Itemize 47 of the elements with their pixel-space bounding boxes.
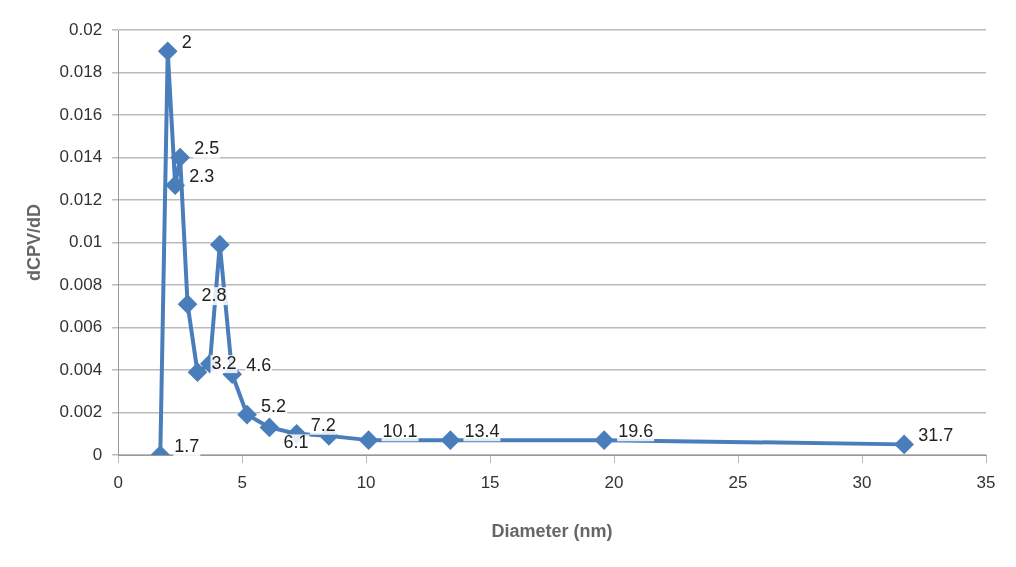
point	[260, 418, 279, 437]
annotation: 1.7	[174, 435, 200, 456]
x-axis-title: Diameter (nm)	[491, 521, 613, 542]
point	[359, 431, 378, 450]
annotation: 10.1	[382, 421, 418, 442]
point	[158, 42, 177, 61]
y-axis-title: dCPV/dD	[23, 203, 44, 282]
point	[238, 405, 257, 424]
y-tick-label: 0.006	[59, 317, 103, 337]
x-tick-label: 30	[852, 472, 872, 492]
x-tick-label: 0	[113, 472, 123, 492]
y-tick-label: 0.01	[69, 232, 103, 252]
point	[188, 363, 207, 382]
annotation: 7.2	[310, 414, 336, 435]
y-tick-label: 0.016	[59, 104, 103, 124]
annotation: 13.4	[464, 421, 500, 442]
annotation: 2.8	[201, 285, 227, 306]
y-tick-label: 0	[92, 444, 103, 464]
x-tick-label: 20	[604, 472, 624, 492]
annotation: 2.5	[194, 138, 220, 159]
x-tick-label: 10	[356, 472, 376, 492]
point	[210, 235, 229, 254]
y-tick-label: 0.008	[59, 274, 103, 294]
annotation: 2	[181, 32, 192, 53]
point	[178, 295, 197, 314]
y-tick-label: 0.012	[59, 189, 103, 209]
annotation: 2.3	[189, 166, 215, 187]
x-tick-label: 15	[480, 472, 500, 492]
y-tick-label: 0.02	[69, 19, 103, 39]
annotation: 19.6	[618, 421, 654, 442]
x-tick-label: 25	[728, 472, 748, 492]
x-tick-label: 5	[237, 472, 247, 492]
y-tick-label: 0.002	[59, 402, 103, 422]
y-tick-label: 0.004	[59, 359, 103, 379]
y-tick-label: 0.014	[59, 147, 103, 167]
point	[595, 431, 614, 450]
annotation: 31.7	[918, 425, 954, 446]
point	[441, 431, 460, 450]
annotation: 3.2	[211, 353, 237, 374]
annotation: 5.2	[261, 395, 287, 416]
annotation: 6.1	[283, 432, 309, 453]
point	[166, 176, 185, 195]
x-tick-label: 35	[976, 472, 996, 492]
annotation: 4.6	[246, 355, 272, 376]
point	[171, 148, 190, 167]
y-tick-label: 0.018	[59, 62, 103, 82]
point	[895, 435, 914, 454]
